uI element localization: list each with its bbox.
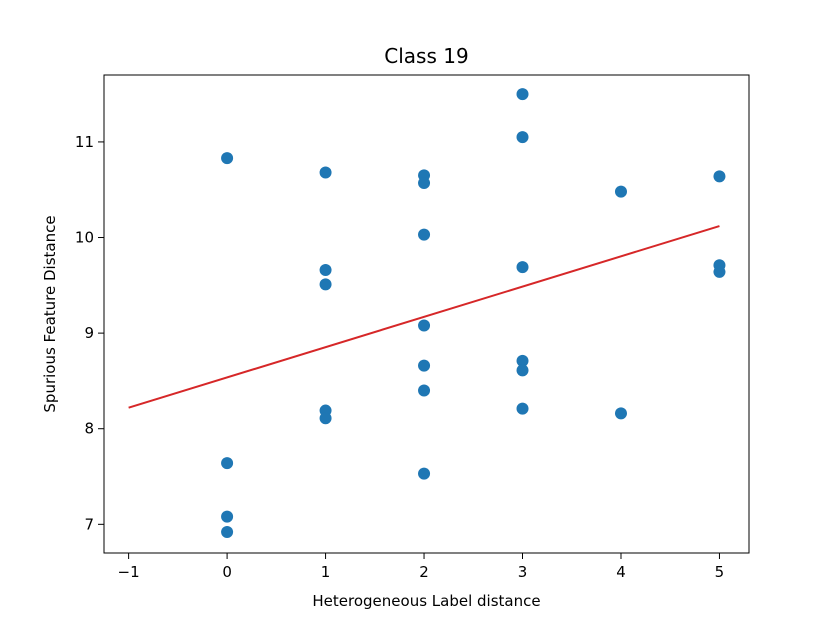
- y-tick-label: 9: [84, 324, 94, 342]
- data-point: [418, 319, 431, 332]
- data-point: [319, 166, 332, 179]
- plot-area-frame: [103, 74, 750, 554]
- x-axis: −1 0 1 2 3 4 5: [118, 553, 725, 581]
- data-point: [319, 412, 332, 425]
- data-point: [319, 278, 332, 291]
- x-tick-label: 5: [715, 563, 725, 581]
- data-point: [221, 457, 234, 470]
- x-tick-label: 3: [518, 563, 528, 581]
- x-tick-label: 1: [321, 563, 331, 581]
- x-tick-label: 4: [616, 563, 626, 581]
- y-tick-label: 7: [84, 515, 94, 533]
- data-point: [516, 402, 529, 415]
- data-point: [221, 510, 234, 523]
- x-tick-label: 2: [419, 563, 429, 581]
- data-point: [516, 88, 529, 101]
- y-tick-label: 11: [75, 133, 94, 151]
- data-point: [713, 265, 726, 278]
- data-point: [516, 364, 529, 377]
- regression-line-group: [128, 225, 720, 409]
- x-tick-label: 0: [222, 563, 232, 581]
- data-point: [418, 359, 431, 372]
- data-point: [614, 185, 627, 198]
- regression-line: [128, 225, 720, 409]
- data-point: [516, 131, 529, 144]
- data-point: [516, 261, 529, 274]
- x-axis-label: Heterogeneous Label distance: [312, 592, 540, 610]
- data-point: [418, 228, 431, 241]
- data-point: [221, 525, 234, 538]
- x-tick-label: −1: [118, 563, 140, 581]
- data-point: [221, 152, 234, 165]
- chart-title: Class 19: [384, 44, 468, 68]
- y-axis: 7 8 9 10 11: [75, 133, 104, 533]
- y-tick-label: 8: [84, 420, 94, 438]
- data-point: [614, 407, 627, 420]
- y-tick-label: 10: [75, 229, 94, 247]
- data-point: [319, 264, 332, 277]
- data-point: [418, 467, 431, 480]
- data-points: [221, 88, 726, 538]
- y-axis-label: Spurious Feature Distance: [41, 215, 59, 412]
- data-point: [418, 177, 431, 190]
- data-point: [713, 170, 726, 183]
- data-point: [516, 354, 529, 367]
- data-point: [418, 384, 431, 397]
